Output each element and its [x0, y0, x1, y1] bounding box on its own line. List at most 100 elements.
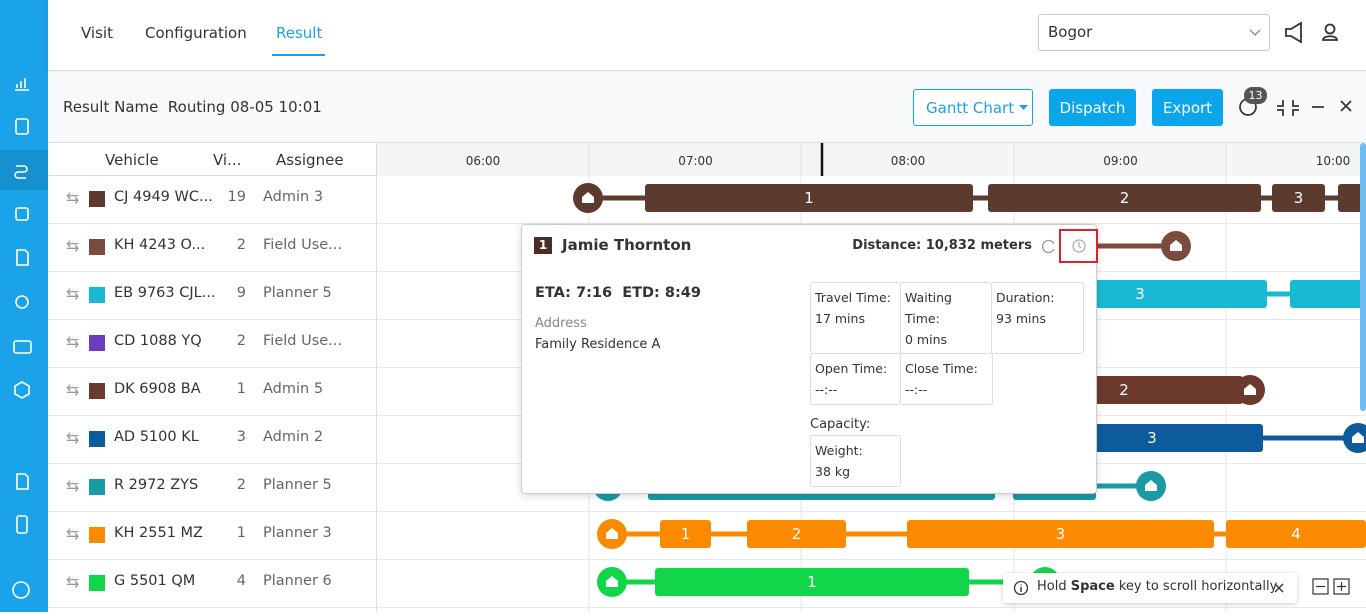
visit-bar	[747, 520, 846, 548]
col-header: Assignee	[276, 151, 344, 169]
visit-label: 3	[1147, 429, 1157, 447]
toolbar	[48, 72, 1366, 143]
icon-phone[interactable]	[16, 515, 28, 534]
hint-close[interactable]	[1273, 582, 1285, 594]
vehicle-row: ⇆ R 2972 ZYS 2 Planner 5	[48, 464, 377, 512]
field-value: 0 mins	[905, 332, 948, 347]
icon-stats[interactable]	[15, 78, 29, 91]
vehicle-color	[89, 335, 105, 351]
visit-name: Jamie Thornton	[562, 236, 692, 254]
assignee: Admin 3	[263, 189, 324, 205]
hint-key: Space	[1070, 579, 1115, 594]
swap-icon[interactable]: ⇆	[66, 524, 80, 543]
info-cell: Close Time: --:--	[900, 353, 993, 405]
distance: Distance: 10,832 meters	[852, 238, 1032, 253]
visit-label: 2	[1119, 381, 1129, 399]
vehicle-row: ⇆ DK 6908 BA 1 Admin 5	[48, 368, 377, 416]
vehicle-color	[89, 431, 105, 447]
visits: 1	[236, 381, 246, 397]
vehicle: KH 2551 MZ	[114, 525, 203, 541]
visits: 3	[236, 429, 246, 445]
icon-announce[interactable]	[1285, 21, 1302, 44]
tab-active[interactable]: Result	[276, 24, 323, 42]
icon-report[interactable]	[16, 473, 29, 490]
icon-route[interactable]	[14, 165, 28, 179]
vehicle-row: ⇆ EB 9763 CJL... 9 Planner 5	[48, 272, 377, 320]
icon-clock[interactable]	[1061, 231, 1096, 261]
vehicle-row: ⇆ CJ 4949 WC... 19 Admin 3	[48, 176, 377, 224]
view-select[interactable]: Gantt Chart	[913, 89, 1033, 126]
vehicle: EB 9763 CJL...	[114, 285, 216, 301]
tab[interactable]: Configuration	[145, 24, 247, 42]
region-select[interactable]: Bogor	[1038, 14, 1270, 51]
eta: ETA: 7:16	[535, 285, 613, 301]
top-icons	[1285, 21, 1338, 44]
vehicle-row: ⇆ CD 1088 YQ 2 Field Use...	[48, 320, 377, 368]
export-button[interactable]: Export	[1152, 89, 1223, 126]
highlight-box	[1059, 229, 1098, 263]
visit-label: 3	[1294, 189, 1304, 207]
icon-card[interactable]	[13, 340, 32, 354]
vehicle-row: ⇆ KH 4243 O... 2 Field Use...	[48, 224, 377, 272]
visit-label: 1	[804, 189, 814, 207]
swap-icon[interactable]: ⇆	[66, 236, 80, 255]
zoom-out[interactable]	[1312, 578, 1329, 595]
swap-icon[interactable]: ⇆	[66, 572, 80, 591]
address: Family Residence A	[535, 337, 661, 352]
depot-icon	[1170, 240, 1182, 251]
dispatch-button[interactable]: Dispatch	[1049, 89, 1136, 126]
visit-label: 1	[807, 573, 817, 591]
swap-icon[interactable]: ⇆	[66, 428, 80, 447]
vehicle-color	[89, 527, 105, 543]
field-value: --:--	[905, 382, 928, 397]
vehicle-color	[89, 191, 105, 207]
depot-icon	[1145, 480, 1157, 491]
icon-info	[1013, 580, 1029, 596]
icon-collapse[interactable]	[12, 581, 30, 599]
icon-box[interactable]	[14, 381, 30, 399]
visits: 19	[227, 189, 246, 205]
icon-doc[interactable]	[16, 249, 29, 266]
depot-icon	[606, 528, 618, 539]
zoom-in[interactable]	[1333, 578, 1350, 595]
badge: 13	[1244, 87, 1267, 104]
capacity-label: Capacity:	[810, 417, 871, 432]
visit-label: 3	[1135, 285, 1145, 303]
vehicle-row: ⇆ AD 5100 KL 3 Admin 2	[48, 416, 377, 464]
vehicle-color	[89, 287, 105, 303]
icon-refresh[interactable]	[1039, 236, 1059, 256]
icon-puzzle[interactable]	[15, 207, 29, 221]
visit-bar	[1290, 280, 1366, 308]
field-label: Travel Time:	[815, 290, 891, 305]
visits: 9	[236, 285, 246, 301]
field-value: 17 mins	[815, 311, 865, 326]
visit-label: 3	[1056, 525, 1066, 543]
result-name: Result Name Routing 08-05 10:01	[63, 98, 322, 116]
icon-user[interactable]	[1324, 23, 1336, 35]
swap-icon[interactable]: ⇆	[66, 284, 80, 303]
icon-shrink[interactable]	[1277, 100, 1299, 116]
tab[interactable]: Visit	[81, 24, 113, 42]
active-item	[0, 150, 48, 190]
swap-icon[interactable]: ⇆	[66, 332, 80, 351]
scrollbar[interactable]	[1360, 143, 1366, 411]
vehicle: KH 4243 O...	[114, 237, 206, 253]
icon-close[interactable]	[1340, 100, 1352, 112]
visits: 2	[236, 237, 246, 253]
result-label: Result Name	[63, 98, 159, 116]
swap-icon[interactable]: ⇆	[66, 476, 80, 495]
eta-etd: ETA: 7:16 ETD: 8:49	[535, 285, 701, 301]
vehicle: R 2972 ZYS	[114, 477, 199, 493]
vehicle: AD 5100 KL	[114, 429, 199, 445]
vehicle-color	[89, 575, 105, 591]
hint-text: Hold	[1037, 579, 1067, 594]
sidebar-icons	[0, 78, 48, 599]
swap-icon[interactable]: ⇆	[66, 188, 80, 207]
icon-list[interactable]	[15, 118, 29, 135]
col-header: Vehicle	[105, 151, 159, 169]
swap-icon[interactable]: ⇆	[66, 380, 80, 399]
vehicle: DK 6908 BA	[114, 381, 201, 397]
icon-settings[interactable]	[15, 295, 29, 309]
field-label: Duration:	[996, 290, 1055, 305]
visit-bar	[655, 568, 969, 596]
